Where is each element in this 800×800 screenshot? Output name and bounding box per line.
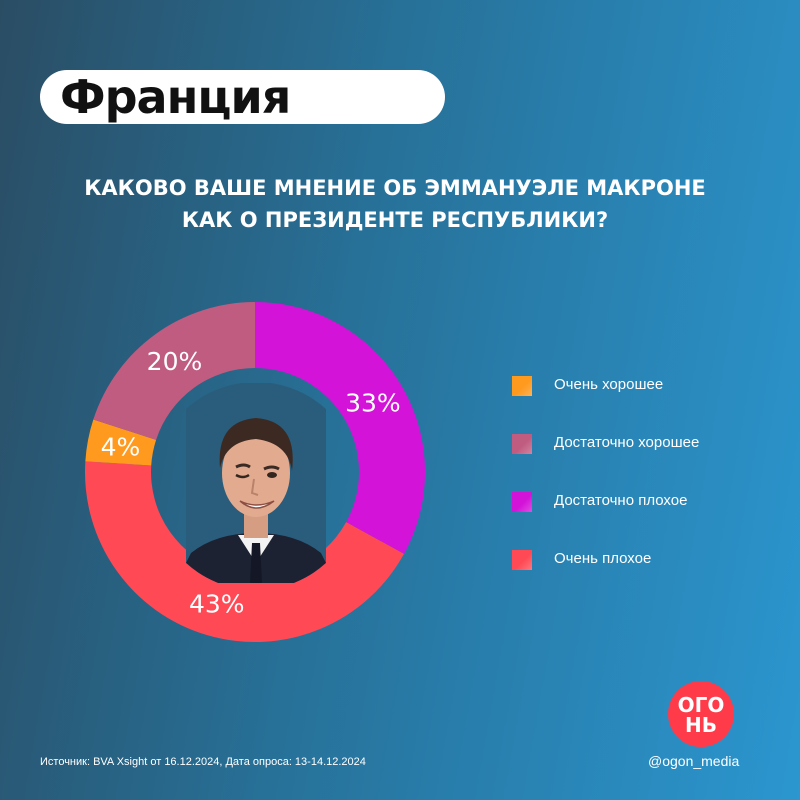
social-handle[interactable]: @ogon_media	[648, 753, 740, 769]
question-line-2: КАК О ПРЕЗИДЕНТЕ РЕСПУБЛИКИ?	[181, 208, 609, 232]
legend-swatch-rather-bad	[512, 492, 532, 512]
legend-label-very-bad: Очень плохое	[554, 550, 652, 567]
slice-label-rather-good: 20%	[147, 347, 203, 376]
chart-question: КАКОВО ВАШЕ МНЕНИЕ ОБ ЭММАНУЭЛЕ МАКРОНЕ …	[0, 172, 790, 236]
slice-rather-bad	[255, 302, 425, 554]
question-line-1: КАКОВО ВАШЕ МНЕНИЕ ОБ ЭММАНУЭЛЕ МАКРОНЕ	[84, 176, 706, 200]
portrait-image	[186, 383, 326, 583]
slice-label-very-bad: 43%	[189, 590, 245, 619]
slice-rather-good	[93, 302, 255, 440]
slice-label-very-good: 4%	[101, 432, 141, 461]
ogon-logo-icon: ОГО НЬ	[668, 681, 734, 747]
legend-swatch-very-good	[512, 376, 532, 396]
legend-swatch-very-bad	[512, 550, 532, 570]
slice-label-rather-bad: 33%	[345, 388, 401, 417]
legend-label-rather-good: Достаточно хорошее	[554, 434, 700, 451]
source-note: Источник: BVA Xsight от 16.12.2024, Дата…	[40, 756, 366, 768]
slice-very-bad	[85, 461, 404, 642]
legend-label-rather-bad: Достаточно плохое	[554, 492, 688, 509]
legend-label-very-good: Очень хорошее	[554, 376, 664, 393]
page-title: Франция	[60, 70, 291, 124]
title-pill	[40, 70, 445, 124]
donut-chart: 33% 43% 4% 20%	[85, 302, 425, 642]
logo-text-line-2: НЬ	[685, 713, 717, 737]
logo-text-line-1: ОГО	[678, 693, 725, 717]
slice-very-good	[85, 419, 157, 466]
legend-swatch-rather-good	[512, 434, 532, 454]
